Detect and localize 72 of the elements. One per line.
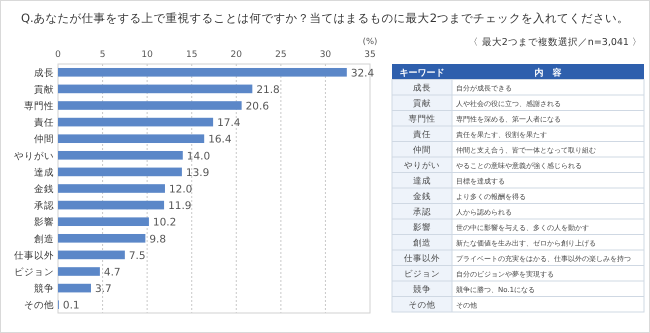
bar [58, 200, 164, 210]
text: 貢献 [413, 98, 431, 109]
data-label: 21.8 [256, 84, 280, 96]
data-label: 10.2 [152, 216, 176, 229]
bar [58, 134, 204, 144]
x-axis-title: (%) [362, 37, 378, 47]
bar [58, 267, 100, 276]
y-tick-label: 影響 [34, 216, 54, 228]
data-label: 9.8 [149, 233, 166, 246]
x-tick-label: 10 [141, 50, 154, 60]
data-label: 20.6 [246, 100, 270, 112]
text: 成長 [413, 83, 431, 94]
text: 仕事以外 [404, 254, 440, 264]
data-label: 0.1 [62, 300, 80, 312]
data-label: 12.0 [168, 184, 192, 196]
y-tick-label: ビジョン [14, 267, 54, 278]
text: 達成 [413, 176, 431, 186]
bar [58, 68, 347, 77]
text: ビジョン [404, 269, 440, 280]
bar [58, 84, 252, 94]
y-tick-label: 仕事以外 [14, 249, 54, 262]
x-tick-label: 0 [55, 50, 62, 60]
category-label: 内 容 [534, 67, 562, 78]
data-label: 13.9 [186, 166, 210, 179]
bar [58, 118, 214, 126]
text: 影響 [413, 222, 431, 233]
x-tick-label: 35 [364, 50, 376, 60]
data-label: 4.7 [104, 266, 121, 278]
x-tick-label: 5 [100, 50, 106, 60]
text: 創造 [413, 238, 431, 248]
data-label: 3.7 [94, 283, 112, 296]
bar [58, 217, 149, 226]
text: 競争 [413, 284, 431, 295]
data-label: 32.4 [350, 67, 375, 80]
y-tick-label: 仲間 [34, 134, 54, 146]
text: 〈 最大2つまで複数選択／n=3,041 〉 [468, 36, 642, 48]
x-tick-label: 30 [320, 50, 332, 60]
bar [58, 234, 146, 243]
y-tick-label: やりがい [14, 150, 54, 162]
text: やりがい [404, 160, 440, 171]
y-tick-label: 達成 [34, 166, 54, 178]
text: 専門性 [408, 114, 436, 124]
y-tick-label: 専門性 [24, 100, 54, 112]
text: その他 [408, 300, 436, 310]
data-label: 11.9 [168, 200, 192, 212]
bar [58, 101, 242, 110]
y-tick-label: 承認 [34, 200, 54, 212]
text: 金銭 [413, 192, 431, 202]
bar [58, 250, 125, 260]
x-tick-label: 25 [275, 50, 287, 60]
bar [58, 284, 91, 292]
text: 責任 [413, 130, 431, 140]
x-tick-label: 15 [186, 50, 198, 60]
y-tick-label: 成長 [34, 66, 54, 79]
bar [58, 150, 183, 160]
bar [58, 184, 165, 193]
data-label: 14.0 [186, 150, 210, 162]
data-label: 7.5 [128, 250, 146, 262]
bar [58, 168, 182, 176]
data-label: 16.4 [208, 134, 232, 146]
y-tick-label: その他 [24, 299, 54, 312]
text: 仲間 [413, 145, 431, 156]
y-tick-label: 貢献 [34, 83, 54, 96]
category-label: キーワード [400, 68, 444, 78]
x-tick-label: 20 [230, 50, 242, 60]
y-tick-label: 金銭 [34, 183, 54, 195]
y-tick-label: 責任 [34, 116, 54, 129]
y-tick-label: 競争 [34, 282, 54, 295]
chart-title: Q.あなたが仕事をする上で重視することは何ですか？当てはまるものに最大2つまでチェックを入れてください。 [20, 11, 630, 25]
text: 承認 [413, 207, 431, 218]
data-label: 17.4 [217, 117, 241, 130]
y-tick-label: 創造 [34, 232, 54, 245]
